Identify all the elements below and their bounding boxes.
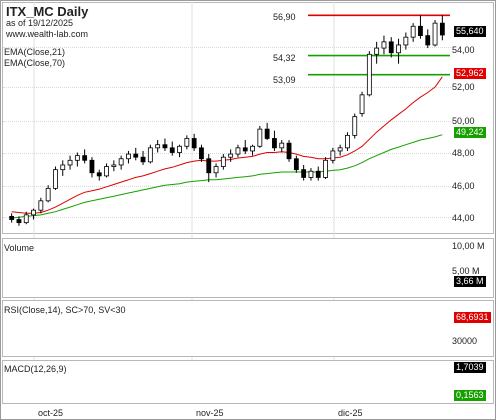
- candle-body: [345, 134, 350, 149]
- candle-body: [104, 166, 109, 177]
- candle-body: [16, 219, 22, 224]
- candle-body: [366, 53, 372, 96]
- candle-body: [38, 200, 44, 211]
- candle-body: [126, 153, 131, 160]
- candle-body: [213, 166, 219, 174]
- candle-body: [330, 150, 336, 161]
- candle-body: [228, 153, 234, 158]
- rsi-pane[interactable]: [2, 300, 494, 357]
- price-tick-46: 46,00: [452, 181, 475, 191]
- candle-body: [67, 159, 73, 166]
- candle-body: [432, 22, 438, 46]
- ema70-line: [11, 134, 443, 219]
- x-label-oct: oct-25: [38, 408, 64, 418]
- ema21-line: [11, 76, 443, 214]
- candle-body: [410, 25, 416, 38]
- price-tick-48: 48,00: [452, 148, 475, 158]
- candle-body: [272, 138, 277, 149]
- ema21-legend: EMA(Close,21): [4, 47, 66, 57]
- candle-body: [147, 147, 153, 163]
- candle-body: [60, 164, 66, 171]
- price-tick-44: 44,00: [452, 213, 475, 223]
- candle-body: [301, 169, 307, 178]
- candle-body: [45, 187, 51, 202]
- candle-body: [23, 214, 29, 224]
- candle-body: [133, 153, 139, 158]
- candle-body: [177, 145, 182, 153]
- candle-body: [323, 159, 328, 178]
- volume-tick-5m: 5,00 M: [452, 266, 480, 276]
- candle-body: [279, 142, 285, 149]
- candle-body: [388, 41, 394, 54]
- price-pane[interactable]: [2, 2, 494, 234]
- macd-pane[interactable]: [2, 360, 494, 404]
- candle-body: [199, 147, 204, 160]
- candle-body: [111, 164, 117, 167]
- rsi-badge: 68,6931: [454, 312, 491, 323]
- site-watermark: www.wealth-lab.com: [6, 29, 89, 39]
- volume-label: Volume: [4, 243, 35, 253]
- candle-body: [250, 145, 255, 152]
- macd-hist-badge: 0,1563: [454, 390, 486, 401]
- candle-body: [220, 156, 226, 167]
- rsi-label: RSI(Close,14), SC>70, SV<30: [4, 305, 126, 315]
- level-label-high: 56,90: [273, 12, 296, 22]
- candle-body: [352, 116, 358, 136]
- candle-body: [118, 158, 124, 166]
- candle-body: [308, 170, 314, 178]
- candle-body: [206, 158, 212, 174]
- x-label-dic: dic-25: [338, 408, 363, 418]
- candle-body: [235, 147, 241, 155]
- candle-body: [359, 94, 365, 114]
- candle-body: [169, 147, 175, 153]
- x-label-nov: nov-25: [196, 408, 224, 418]
- volume-badge: 3,66 M: [454, 276, 486, 287]
- candle-body: [264, 128, 270, 139]
- ema70-legend: EMA(Close,70): [4, 58, 66, 68]
- candle-body: [9, 216, 15, 220]
- candle-body: [315, 170, 321, 178]
- ema70-badge: 49,242: [454, 127, 486, 138]
- candle-body: [381, 41, 387, 49]
- candle-body: [286, 142, 292, 160]
- price-tick-54: 54,00: [452, 45, 475, 55]
- candle-body: [140, 156, 146, 163]
- candle-body: [162, 144, 168, 149]
- candle-body: [53, 169, 58, 189]
- chart-date: as of 19/12/2025: [6, 18, 74, 28]
- candle-body: [191, 138, 197, 149]
- candle-body: [242, 147, 248, 152]
- level-label-mid: 54,32: [273, 53, 296, 63]
- candle-body: [184, 138, 190, 147]
- candle-body: [403, 36, 409, 46]
- candle-body: [74, 155, 80, 161]
- ema21-badge: 52,962: [454, 68, 486, 79]
- chart-title: ITX_MC Daily: [6, 4, 89, 19]
- candle-body: [418, 25, 423, 37]
- candle-body: [396, 44, 401, 54]
- candle-body: [337, 147, 343, 152]
- macd-badge: 1,7039: [454, 362, 486, 373]
- price-tick-50: 50,00: [452, 116, 475, 126]
- candle-body: [374, 47, 380, 55]
- candle-body: [155, 144, 161, 149]
- candle-body: [89, 159, 95, 174]
- price-tick-52: 52,00: [452, 82, 475, 92]
- candle-body: [257, 128, 263, 147]
- level-label-low: 53,09: [273, 75, 296, 85]
- candle-body: [31, 209, 36, 216]
- candle-body: [82, 155, 88, 161]
- candle-body: [439, 22, 445, 36]
- last-price-badge: 55,640: [454, 26, 486, 37]
- candle-body: [293, 158, 299, 171]
- volume-pane[interactable]: [2, 238, 494, 298]
- rsi-tick-30: 30000: [452, 336, 478, 346]
- candle-body: [96, 172, 102, 177]
- macd-label: MACD(12,26,9): [4, 364, 67, 374]
- volume-tick-10m: 10,00 M: [452, 241, 485, 251]
- candle-body: [425, 35, 431, 46]
